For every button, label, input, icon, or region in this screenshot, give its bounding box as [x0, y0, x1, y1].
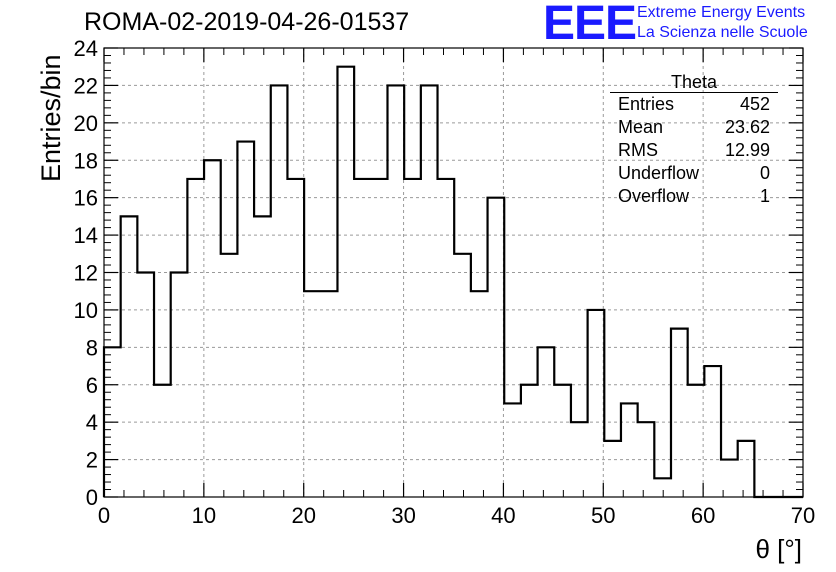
x-tick-label: 50 — [591, 503, 615, 528]
stats-row-overflow: Overflow 1 — [610, 185, 778, 208]
stats-value: 452 — [739, 94, 770, 114]
logo-caption-line2: La Scienza nelle Scuole — [637, 24, 808, 41]
stats-value: 23.62 — [724, 117, 770, 137]
stats-label: Overflow — [618, 186, 690, 206]
stats-value: 1 — [759, 186, 770, 206]
stats-row-underflow: Underflow 0 — [610, 162, 778, 185]
stats-value: 0 — [759, 163, 770, 183]
stats-label: Mean — [618, 117, 664, 137]
y-tick-label: 0 — [86, 485, 98, 510]
eee-logo: EEE — [543, 0, 637, 50]
stats-box-title: Theta — [610, 72, 778, 93]
tick-marks — [103, 47, 804, 498]
histogram-series — [102, 65, 803, 499]
y-tick-label: 20 — [74, 111, 98, 136]
logo-caption: Extreme Energy Events La Scienza nelle S… — [637, 3, 808, 43]
y-tick-label: 22 — [74, 73, 98, 98]
stats-value: 12.99 — [724, 140, 770, 160]
y-axis-label-text: Entries/bin — [36, 54, 66, 182]
x-tick-label: 0 — [98, 503, 110, 528]
stats-row-entries: Entries 452 — [610, 93, 778, 116]
page-title: ROMA-02-2019-04-26-01537 — [84, 8, 410, 36]
stats-row-mean: Mean 23.62 — [610, 116, 778, 139]
stats-label: RMS — [618, 140, 658, 160]
histogram-step-line — [102, 65, 803, 499]
y-tick-label: 2 — [86, 448, 98, 473]
x-axis-label: θ [°] — [755, 534, 802, 564]
x-tick-label: 70 — [791, 503, 815, 528]
stats-label: Underflow — [618, 163, 700, 183]
y-tick-label: 24 — [74, 36, 98, 61]
y-tick-label: 10 — [74, 298, 98, 323]
y-tick-label: 8 — [86, 335, 98, 360]
y-tick-label: 18 — [74, 148, 98, 173]
y-tick-label: 6 — [86, 373, 98, 398]
stats-box: Theta Entries 452 Mean 23.62 RMS 12.99 U… — [610, 72, 778, 208]
x-tick-label: 10 — [192, 503, 216, 528]
y-tick-label: 14 — [74, 223, 98, 248]
stats-label: Entries — [618, 94, 675, 114]
x-tick-label: 60 — [691, 503, 715, 528]
logo-caption-line1: Extreme Energy Events — [637, 4, 806, 21]
y-tick-label: 4 — [86, 410, 98, 435]
stats-row-rms: RMS 12.99 — [610, 139, 778, 162]
y-tick-label: 12 — [74, 261, 98, 286]
x-tick-label: 30 — [391, 503, 415, 528]
y-tick-label: 16 — [74, 186, 98, 211]
x-tick-label: 40 — [491, 503, 515, 528]
y-axis-label: Entries/bin — [6, 54, 66, 192]
x-tick-label: 20 — [291, 503, 315, 528]
